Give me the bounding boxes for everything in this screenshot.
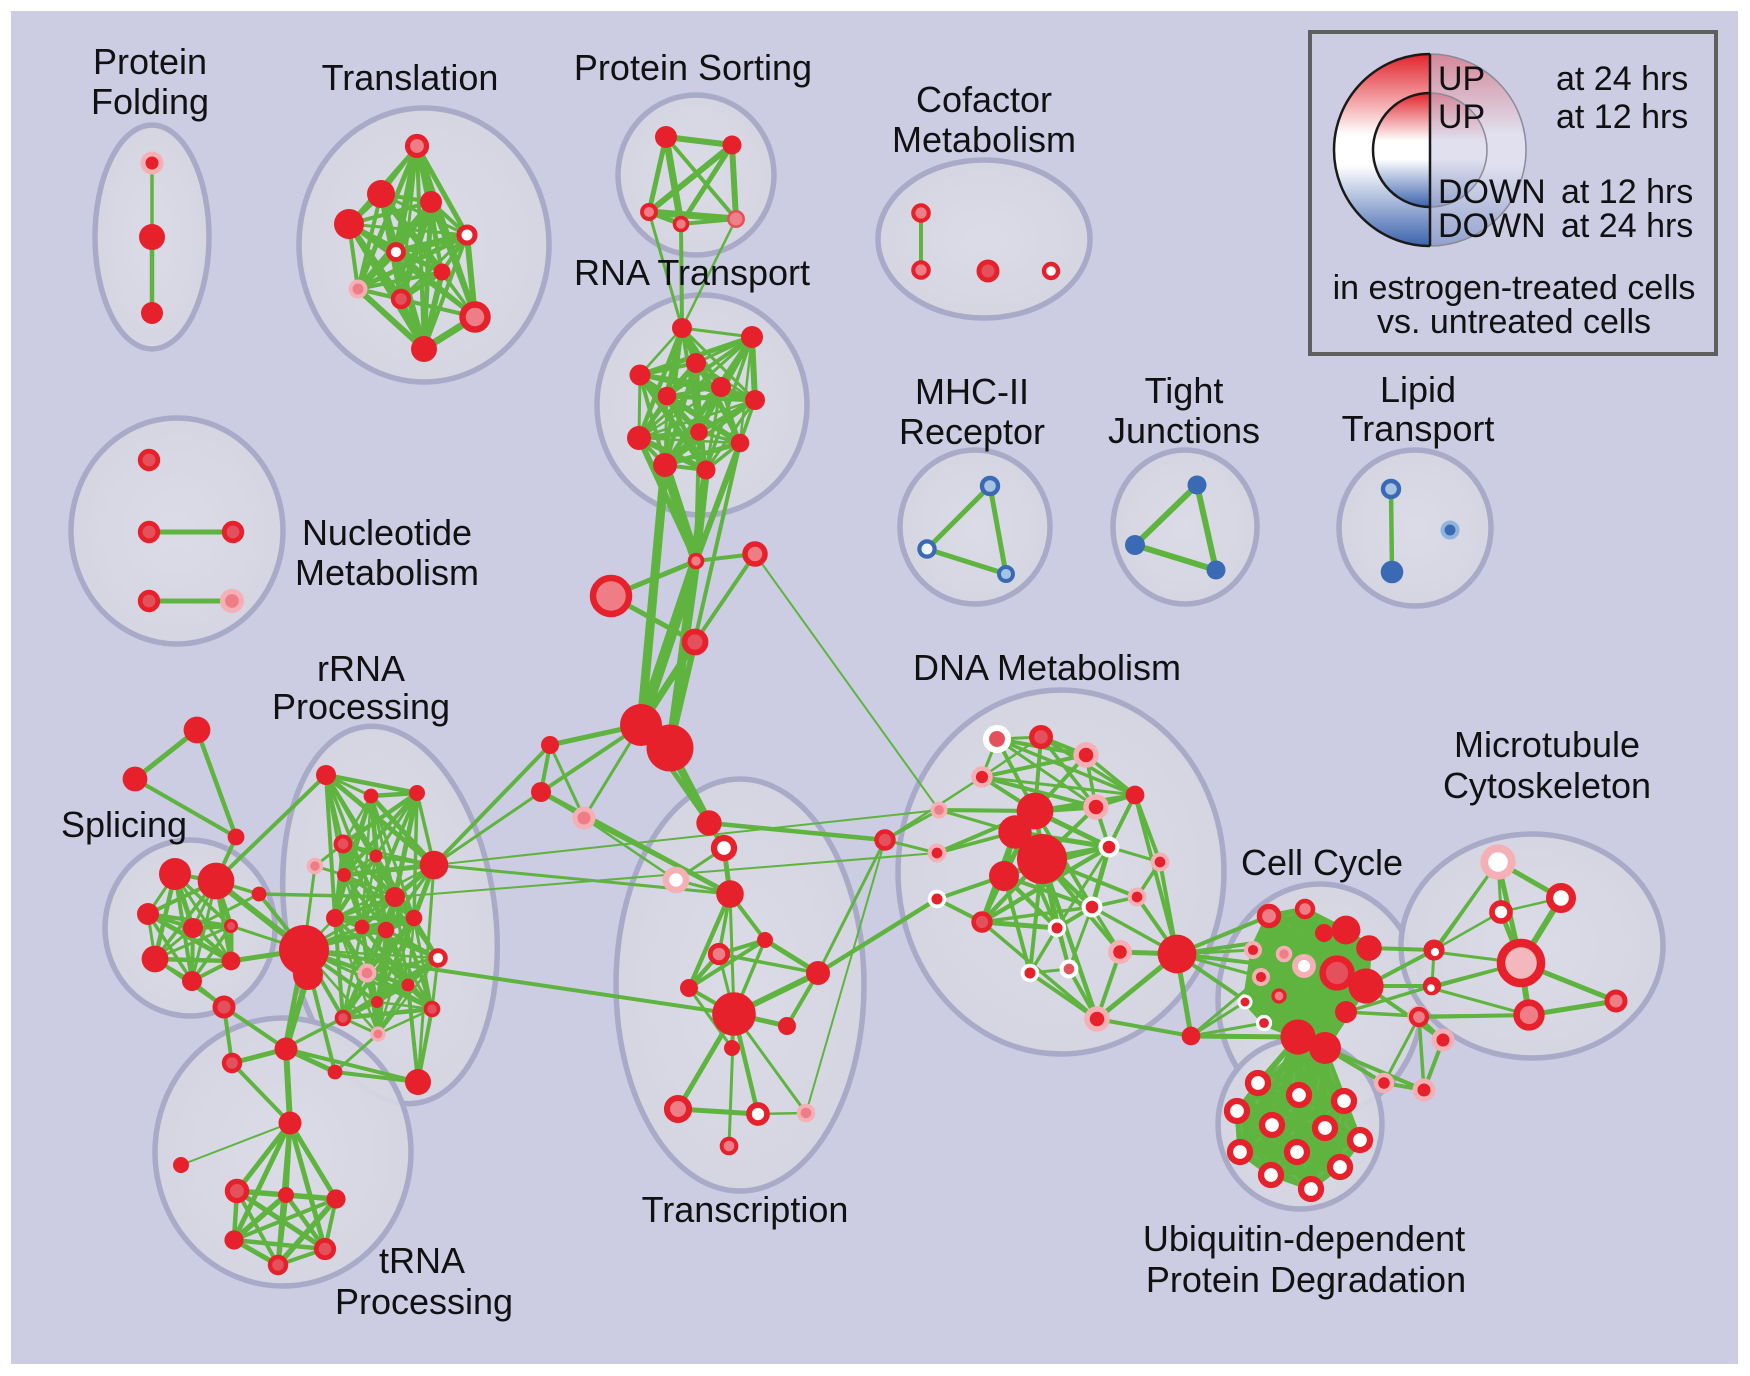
svg-text:Splicing: Splicing bbox=[61, 804, 187, 845]
svg-text:Translation: Translation bbox=[322, 57, 499, 98]
svg-text:Processing: Processing bbox=[272, 686, 450, 727]
svg-text:MHC-II: MHC-II bbox=[915, 371, 1029, 412]
svg-text:Cell Cycle: Cell Cycle bbox=[1241, 842, 1403, 883]
svg-text:Protein: Protein bbox=[93, 41, 207, 82]
svg-text:UP: UP bbox=[1438, 98, 1485, 136]
svg-text:DOWN: DOWN bbox=[1438, 173, 1546, 211]
svg-text:Protein Degradation: Protein Degradation bbox=[1146, 1259, 1466, 1300]
svg-text:in estrogen-treated cells: in estrogen-treated cells bbox=[1333, 269, 1696, 307]
svg-text:DNA Metabolism: DNA Metabolism bbox=[913, 647, 1181, 688]
svg-text:Metabolism: Metabolism bbox=[892, 119, 1076, 160]
svg-text:tRNA: tRNA bbox=[379, 1240, 465, 1281]
svg-text:Ubiquitin-dependent: Ubiquitin-dependent bbox=[1143, 1218, 1465, 1259]
svg-text:UP: UP bbox=[1438, 60, 1485, 98]
svg-text:at 24 hrs: at 24 hrs bbox=[1561, 207, 1693, 245]
svg-text:Protein Sorting: Protein Sorting bbox=[574, 47, 812, 88]
svg-text:Receptor: Receptor bbox=[899, 411, 1045, 452]
svg-text:Processing: Processing bbox=[335, 1281, 513, 1322]
svg-text:Microtubule: Microtubule bbox=[1454, 724, 1640, 765]
svg-text:Transcription: Transcription bbox=[642, 1189, 849, 1230]
svg-text:Metabolism: Metabolism bbox=[295, 552, 479, 593]
svg-text:vs. untreated cells: vs. untreated cells bbox=[1377, 303, 1651, 341]
svg-text:Junctions: Junctions bbox=[1108, 410, 1260, 451]
svg-text:DOWN: DOWN bbox=[1438, 207, 1546, 245]
svg-text:rRNA: rRNA bbox=[317, 648, 405, 689]
svg-text:Tight: Tight bbox=[1145, 370, 1224, 411]
svg-text:Transport: Transport bbox=[1342, 408, 1495, 449]
svg-text:Lipid: Lipid bbox=[1380, 369, 1456, 410]
svg-text:at 24 hrs: at 24 hrs bbox=[1556, 60, 1688, 98]
svg-text:at 12 hrs: at 12 hrs bbox=[1561, 173, 1693, 211]
svg-text:Folding: Folding bbox=[91, 81, 209, 122]
svg-text:at 12 hrs: at 12 hrs bbox=[1556, 98, 1688, 136]
svg-text:Cytoskeleton: Cytoskeleton bbox=[1443, 765, 1651, 806]
svg-text:RNA Transport: RNA Transport bbox=[574, 252, 810, 293]
svg-text:Nucleotide: Nucleotide bbox=[302, 512, 472, 553]
svg-text:Cofactor: Cofactor bbox=[916, 79, 1052, 120]
